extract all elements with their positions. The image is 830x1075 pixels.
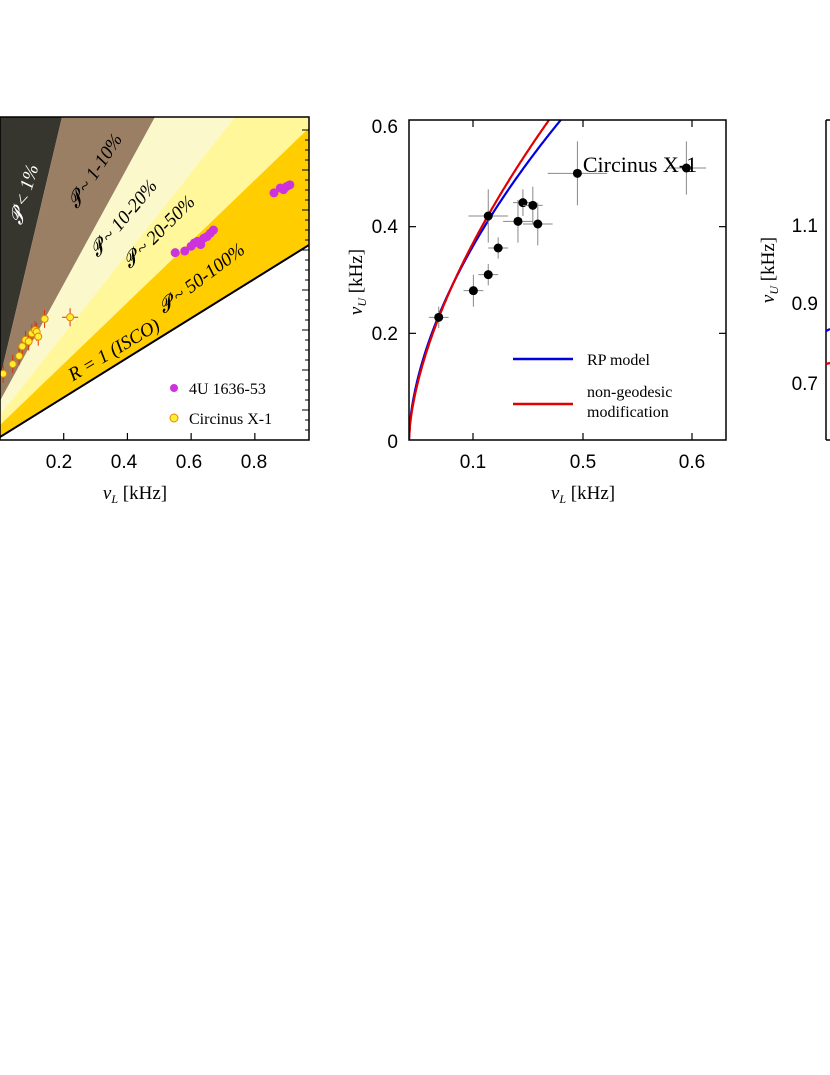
zone-p-20-50pct bbox=[0, 117, 309, 425]
point-circinus-x1 bbox=[483, 270, 493, 280]
panel-b-xtick-0.5: 0.5 bbox=[570, 452, 596, 473]
isco-line bbox=[0, 244, 309, 438]
point-circinus-x1 bbox=[66, 313, 75, 322]
point-4u-1636-53 bbox=[170, 248, 180, 258]
panel-b-xtick-0.1: 0.1 bbox=[460, 452, 486, 473]
panel-c-ylabel: νU [kHz] bbox=[758, 237, 781, 303]
panel-a-frame bbox=[0, 116, 310, 441]
panel-c-curve-blue bbox=[825, 328, 830, 332]
panel-b-frame bbox=[408, 119, 727, 441]
point-circinus-x1 bbox=[18, 342, 27, 351]
legend-label-circinus-x1: Circinus X-1 bbox=[189, 411, 272, 428]
panel-a-xtick-0.8: 0.8 bbox=[241, 452, 267, 473]
panel-a-xtick-0.4: 0.4 bbox=[111, 452, 138, 473]
point-circinus-x1 bbox=[513, 216, 523, 226]
panel-c-curve-red bbox=[825, 361, 830, 366]
point-circinus-x1 bbox=[533, 219, 543, 229]
legend-label-rp-model: RP model bbox=[587, 352, 651, 369]
legend-label-non-geodesic: non-geodesic bbox=[587, 384, 672, 401]
panel-c-ytick-0.9: 0.9 bbox=[792, 294, 818, 315]
point-circinus-x1 bbox=[681, 163, 691, 173]
point-circinus-x1 bbox=[468, 286, 478, 296]
panel-b-legend: RP model non-geodesic modification bbox=[513, 352, 672, 421]
legend-marker-circinus-x1 bbox=[169, 413, 179, 423]
point-4u-1636-53 bbox=[180, 246, 190, 256]
point-circinus-x1 bbox=[493, 243, 503, 253]
panel-a-chart: 𝓟 < 1% 𝓟 ~ 1-10% 𝓟 ~ 10-20% 𝓟 ~ 20-50% 𝓟… bbox=[0, 116, 310, 506]
point-4u-1636-53 bbox=[269, 188, 279, 198]
legend-label-4u-1636-53: 4U 1636-53 bbox=[189, 381, 266, 398]
legend-label-modification: modification bbox=[587, 404, 669, 421]
panel-a-xtick-0.2: 0.2 bbox=[46, 452, 72, 473]
panel-c-chart: 1.1 0.9 0.7 νU [kHz] bbox=[758, 119, 830, 441]
zone-p-50-100pct bbox=[0, 128, 309, 437]
point-circinus-x1 bbox=[0, 369, 8, 378]
point-circinus-x1 bbox=[483, 211, 493, 221]
panel-a-points bbox=[0, 180, 295, 383]
panel-a-ticks bbox=[63, 129, 309, 440]
panel-b-ytick-0.4: 0.4 bbox=[372, 217, 399, 238]
point-circinus-x1 bbox=[572, 168, 582, 178]
point-circinus-x1 bbox=[15, 352, 24, 361]
panel-b-xtick-0.6: 0.6 bbox=[679, 452, 705, 473]
point-4u-1636-53 bbox=[208, 225, 218, 235]
point-circinus-x1 bbox=[8, 360, 17, 369]
panel-c-ytick-1.1: 1.1 bbox=[792, 216, 818, 237]
point-4u-1636-53 bbox=[285, 180, 295, 190]
panel-c-ytick-0.7: 0.7 bbox=[792, 374, 818, 395]
panel-a-xlabel: νL [kHz] bbox=[103, 483, 167, 506]
panel-b-ticks bbox=[409, 120, 726, 440]
panel-b-ytick-0.2: 0.2 bbox=[372, 324, 398, 345]
panel-b-xlabel: νL [kHz] bbox=[551, 483, 615, 506]
panel-b-chart: Circinus X-1 RP model non-geodesic modif… bbox=[346, 117, 727, 506]
point-circinus-x1 bbox=[434, 312, 444, 322]
point-circinus-x1 bbox=[40, 314, 49, 323]
panel-b-points bbox=[428, 141, 707, 328]
legend-marker-4u-1636-53 bbox=[170, 384, 178, 392]
panel-b-ytick-0.6: 0.6 bbox=[372, 117, 398, 138]
panel-b-title: Circinus X-1 bbox=[583, 152, 697, 177]
curve-non-geodesic bbox=[409, 120, 550, 440]
panel-a-xtick-0.6: 0.6 bbox=[176, 452, 202, 473]
panel-b-ylabel: νU [kHz] bbox=[346, 249, 369, 315]
point-circinus-x1 bbox=[528, 200, 538, 210]
panel-b-ytick-0: 0 bbox=[387, 432, 398, 453]
point-circinus-x1 bbox=[34, 332, 43, 341]
panel-a-legend: 4U 1636-53 Circinus X-1 bbox=[169, 381, 272, 428]
point-circinus-x1 bbox=[24, 337, 33, 346]
